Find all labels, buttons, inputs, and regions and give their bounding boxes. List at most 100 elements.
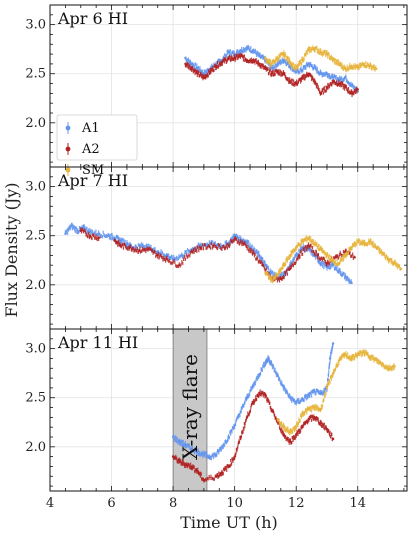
data-point	[344, 67, 347, 71]
data-point	[109, 235, 111, 239]
data-point	[296, 422, 298, 427]
data-point	[190, 251, 192, 255]
data-point	[168, 259, 171, 263]
data-point	[287, 437, 289, 441]
data-point	[224, 55, 227, 59]
data-point	[348, 251, 351, 256]
data-point	[360, 65, 362, 69]
data-point	[239, 410, 243, 413]
data-point	[348, 65, 351, 69]
data-point	[293, 261, 295, 265]
data-point	[336, 362, 338, 366]
data-point	[284, 426, 286, 430]
data-point	[292, 258, 295, 262]
data-point	[218, 243, 220, 247]
data-point	[282, 52, 286, 56]
data-point	[350, 81, 352, 85]
data-point	[336, 59, 339, 63]
data-point	[171, 435, 175, 439]
data-point	[205, 71, 207, 75]
data-point	[251, 402, 253, 406]
data-point	[128, 247, 130, 251]
data-point	[179, 442, 181, 446]
data-point	[209, 246, 212, 250]
data-point	[195, 65, 198, 69]
data-point	[67, 228, 70, 232]
data-point	[256, 375, 258, 379]
data-point	[251, 58, 255, 62]
data-point	[305, 74, 307, 78]
data-point	[197, 448, 199, 452]
data-point	[161, 251, 163, 256]
data-point	[219, 242, 222, 247]
data-point	[325, 254, 329, 257]
data-point	[374, 243, 376, 247]
data-point	[328, 73, 330, 77]
data-point	[326, 388, 328, 392]
data-point	[275, 416, 277, 420]
data-point	[119, 239, 122, 242]
data-point	[96, 237, 98, 242]
data-point	[230, 432, 232, 436]
data-point	[319, 422, 323, 425]
data-point	[321, 405, 323, 409]
data-point	[248, 46, 250, 50]
data-point	[314, 253, 316, 257]
data-point	[220, 62, 223, 67]
data-point	[297, 80, 300, 84]
data-point	[176, 440, 178, 444]
data-point	[345, 248, 347, 252]
data-point	[290, 397, 292, 402]
data-point	[251, 386, 253, 390]
data-point	[305, 63, 307, 67]
data-point	[288, 395, 290, 399]
data-point	[310, 394, 313, 398]
data-point	[261, 263, 264, 267]
data-point	[262, 56, 264, 60]
data-point	[168, 253, 170, 257]
data-point	[284, 52, 286, 56]
data-point	[297, 400, 300, 405]
data-point	[187, 62, 189, 66]
data-point	[201, 451, 204, 455]
data-point	[314, 256, 317, 260]
data-point	[367, 241, 369, 245]
data-point	[267, 355, 269, 359]
data-point	[271, 64, 274, 69]
data-point	[343, 257, 345, 261]
data-point	[322, 423, 325, 427]
data-point	[368, 63, 370, 67]
data-point	[307, 394, 310, 397]
data-point	[332, 73, 334, 78]
data-point	[348, 280, 350, 284]
data-point	[276, 374, 279, 378]
data-point	[328, 262, 330, 266]
data-point	[84, 230, 86, 234]
data-point	[88, 236, 90, 240]
data-point	[241, 243, 243, 247]
data-point	[173, 258, 175, 263]
data-point	[329, 381, 331, 385]
data-point	[186, 252, 188, 256]
data-point	[163, 256, 165, 260]
data-point	[307, 406, 309, 410]
data-point	[302, 56, 304, 60]
data-point	[235, 451, 237, 455]
data-point	[264, 67, 267, 71]
data-point	[164, 254, 166, 258]
data-point	[347, 276, 349, 280]
data-point	[285, 258, 288, 262]
data-point	[287, 56, 289, 61]
data-point	[208, 242, 212, 245]
data-point	[348, 357, 351, 361]
data-point	[180, 254, 182, 258]
data-point	[331, 58, 335, 62]
panel-label: Apr 6 HI	[57, 9, 128, 28]
data-point	[125, 242, 129, 245]
data-point	[157, 251, 159, 256]
data-point	[208, 454, 210, 458]
data-point	[165, 259, 167, 263]
data-point	[353, 242, 355, 246]
data-point	[264, 57, 267, 61]
